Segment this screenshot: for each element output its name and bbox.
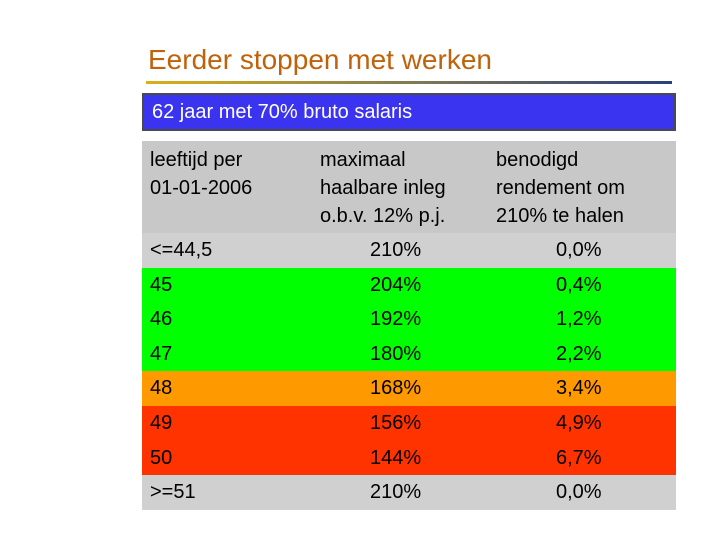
contribution-cell: 180% bbox=[370, 342, 422, 365]
contribution-cell: 144% bbox=[370, 446, 422, 469]
table-row: 49 156% 4,9% bbox=[142, 405, 676, 441]
age-cell: 46 bbox=[150, 308, 173, 331]
table-body: <=44,5 210% 0,0% 45 204% 0,4% 46 192% 1,2% 47 180%… bbox=[142, 233, 676, 510]
return-cell: 0,0% bbox=[556, 481, 602, 504]
return-cell: 6,7% bbox=[556, 446, 602, 469]
table-row: 50 144% 6,7% bbox=[142, 440, 676, 476]
age-cell: 48 bbox=[150, 377, 173, 400]
return-cell: 0,4% bbox=[556, 273, 602, 296]
age-cell: <=44,5 bbox=[150, 239, 213, 261]
table-row: >=51 210% 0,0% bbox=[142, 475, 676, 510]
page-title: Eerder stoppen met werken bbox=[148, 44, 492, 75]
return-cell: 2,2% bbox=[556, 342, 602, 365]
age-cell: 49 bbox=[150, 411, 173, 434]
contribution-cell: 168% bbox=[370, 377, 422, 400]
age-cell: 50 bbox=[150, 446, 173, 469]
return-cell: 4,9% bbox=[556, 411, 602, 434]
age-cell: 45 bbox=[150, 273, 173, 296]
contribution-cell: 192% bbox=[370, 308, 422, 331]
table-header: leeftijd per 01-01-2006 maximaal haalbar… bbox=[142, 141, 676, 233]
table-row: 47 180% 2,2% bbox=[142, 336, 676, 372]
return-cell: 0,0% bbox=[556, 239, 602, 261]
contribution-cell: 204% bbox=[370, 273, 422, 296]
retirement-table: leeftijd per 01-01-2006 maximaal haalbar… bbox=[142, 141, 676, 510]
header-max-contribution: maximaal haalbare inleg o.b.v. 12% p.j. bbox=[320, 149, 446, 227]
table-row: 46 192% 1,2% bbox=[142, 302, 676, 337]
header-age: leeftijd per 01-01-2006 bbox=[150, 149, 253, 199]
contribution-cell: 210% bbox=[370, 481, 422, 504]
table-row: 45 204% 0,4% bbox=[142, 267, 676, 303]
subtitle-banner: 62 jaar met 70% bruto salaris bbox=[142, 93, 676, 131]
contribution-cell: 210% bbox=[370, 239, 422, 261]
header-required-return: benodigd rendement om 210% te halen bbox=[496, 149, 625, 227]
contribution-cell: 156% bbox=[370, 411, 422, 434]
table-row: 48 168% 3,4% bbox=[142, 371, 676, 406]
title-underline bbox=[146, 81, 672, 84]
age-cell: 47 bbox=[150, 342, 173, 365]
return-cell: 1,2% bbox=[556, 308, 602, 331]
table-row: <=44,5 210% 0,0% bbox=[142, 233, 676, 268]
return-cell: 3,4% bbox=[556, 377, 602, 400]
age-cell: >=51 bbox=[150, 481, 196, 504]
